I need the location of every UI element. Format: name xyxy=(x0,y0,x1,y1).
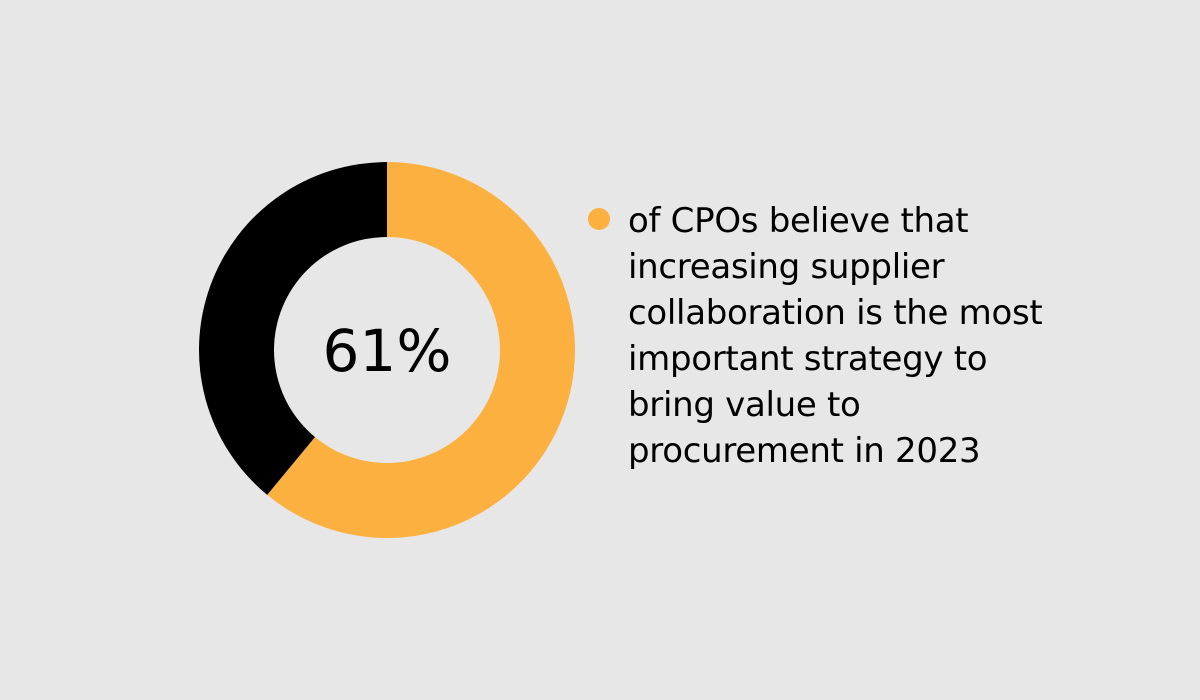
legend-marker xyxy=(588,208,610,230)
legend-text: of CPOs believe that increasing supplier… xyxy=(628,201,1043,471)
legend: of CPOs believe that increasing supplier… xyxy=(588,198,1058,474)
donut-hole xyxy=(274,237,500,463)
center-percentage-label: 61% xyxy=(323,317,452,385)
